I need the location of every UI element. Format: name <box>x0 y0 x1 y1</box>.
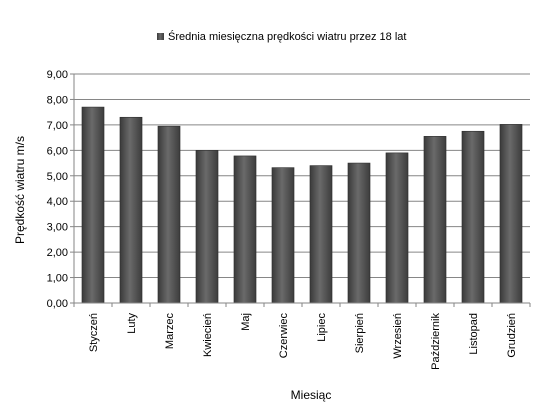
legend-swatch <box>157 33 164 40</box>
bar-4 <box>195 150 219 304</box>
bar-1 <box>81 106 105 304</box>
legend-label: Średnia miesięczna prędkości wiatru prze… <box>168 30 406 43</box>
y-tick-label: 7,00 <box>47 120 68 132</box>
bar-11 <box>461 130 485 304</box>
y-tick-label: 8,00 <box>47 94 68 106</box>
x-tick-label: Sierpień <box>354 313 366 353</box>
y-tick-label: 4,00 <box>47 196 68 208</box>
y-tick-label: 3,00 <box>47 222 68 234</box>
y-tick-label: 1,00 <box>47 273 68 285</box>
x-tick-label: Wrzesień <box>392 313 404 359</box>
bar-12 <box>499 124 523 304</box>
y-tick-label: 2,00 <box>47 247 68 259</box>
x-axis-ticks: Styczeń Luty Marzec Kwiecień Maj Czerwiec Lipi… <box>73 303 531 370</box>
bar-8 <box>347 162 371 304</box>
x-tick-label: Lipiec <box>316 313 328 342</box>
x-tick-label: Kwiecień <box>202 313 214 357</box>
x-axis-title: Miesiąc <box>291 388 332 402</box>
x-tick-label: Styczeń <box>88 313 100 352</box>
bar-6 <box>271 167 295 304</box>
y-tick-label: 0,00 <box>47 298 68 310</box>
bar-2 <box>119 116 143 304</box>
x-tick-label: Grudzień <box>506 313 518 358</box>
x-tick-label: Listopad <box>468 313 480 355</box>
x-tick-label: Maj <box>240 313 252 331</box>
bar-3 <box>157 125 181 304</box>
y-tick-label: 9,00 <box>47 69 68 81</box>
y-tick-label: 6,00 <box>47 145 68 157</box>
bar-7 <box>309 165 333 304</box>
y-axis-title: Prędkość wiatru m/s <box>13 136 27 244</box>
bar-5 <box>233 155 257 304</box>
y-axis-ticks: 0,00 1,00 2,00 3,00 4,00 5,00 6,00 7,00 8,00 9,00 <box>47 69 74 310</box>
legend: Średnia miesięczna prędkości wiatru prze… <box>157 30 406 43</box>
bar-10 <box>423 136 447 304</box>
gridlines <box>74 73 530 304</box>
x-tick-label: Luty <box>126 313 138 334</box>
x-tick-label: Październik <box>430 313 442 370</box>
bars <box>81 106 523 304</box>
y-tick-label: 5,00 <box>47 171 68 183</box>
bar-9 <box>385 152 409 304</box>
x-tick-label: Czerwiec <box>278 313 290 359</box>
x-tick-label: Marzec <box>164 313 176 350</box>
